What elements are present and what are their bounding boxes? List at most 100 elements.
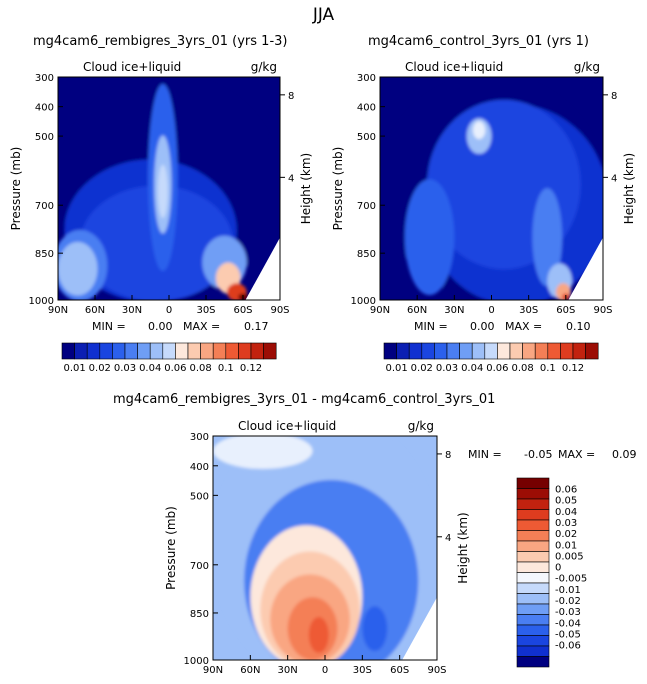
colorbar-swatch: [522, 342, 536, 360]
contour-band: [58, 242, 98, 296]
y-tick-label: 400: [357, 103, 376, 114]
y-tick-label: 1000: [29, 296, 54, 307]
colorbar-label: 0.05: [555, 496, 577, 507]
colorbar-1: 0.01 0.02 0.03 0.04 0.06 0.08 0.1 0.12: [61, 342, 277, 374]
variable-label: Cloud ice+liquid: [405, 60, 503, 74]
y-tick-label: 700: [35, 201, 54, 212]
units-label: g/kg: [408, 419, 434, 433]
colorbar-swatch: [484, 342, 498, 360]
colorbar-label: 0.06: [164, 363, 186, 374]
y-tick-label: 1000: [184, 656, 209, 667]
max-label: MAX =: [558, 448, 595, 461]
colorbar-swatch: [547, 342, 561, 360]
colorbar-swatch: [471, 342, 486, 360]
contour-band: [404, 179, 455, 296]
x-tick-label: 60S: [233, 305, 252, 316]
colorbar-swatch: [383, 342, 397, 360]
colorbar-label: 0.03: [436, 363, 458, 374]
colorbar-swatch: [516, 656, 550, 668]
x-tick-label: 60N: [85, 305, 105, 316]
min-label: MIN =: [92, 320, 126, 333]
colorbar-swatch: [212, 342, 227, 360]
colorbar-label: -0.02: [555, 596, 581, 607]
colorbar-swatch: [162, 342, 176, 360]
colorbar-top: 0.01 0.02 0.03 0.04 0.06 0.08 0.1 0.12 0.01 0.02 0…: [61, 342, 599, 374]
height-tick-label: 4: [288, 173, 294, 184]
topography-mask: [245, 237, 280, 300]
colorbar-label: 0.01: [555, 540, 577, 551]
y-tick-label: 400: [190, 462, 209, 473]
colorbar-swatch: [459, 342, 473, 360]
y-tick-label: 500: [35, 132, 54, 143]
contour-band: [472, 121, 486, 140]
min-value: 0.00: [470, 320, 495, 333]
contour-band: [213, 436, 313, 469]
height-tick-label: 4: [445, 533, 451, 544]
y-axis-title: Pressure (mb): [164, 506, 178, 590]
colorbar-swatch: [516, 477, 550, 489]
colorbar-label: 0.02: [555, 529, 577, 540]
colorbar-label: -0.05: [555, 629, 581, 640]
contour-layers: [213, 436, 437, 660]
x-tick-label: 90S: [593, 305, 612, 316]
colorbar-label: 0.03: [555, 518, 577, 529]
contour-band: [308, 616, 329, 653]
colorbar-swatch: [112, 342, 126, 360]
colorbar-label: 0.12: [562, 363, 584, 374]
colorbar-label: 0.01: [63, 363, 85, 374]
colorbar-swatch: [516, 572, 550, 584]
colorbar-swatch: [434, 342, 448, 360]
panel3-title: mg4cam6_rembigres_3yrs_01 - mg4cam6_cont…: [113, 392, 496, 407]
colorbar-label: 0.1: [540, 363, 556, 374]
y-tick-label: 500: [190, 491, 209, 502]
x-tick-label: 30S: [353, 665, 372, 676]
contour-layers: [380, 77, 603, 300]
colorbar-swatch: [137, 342, 151, 360]
colorbar-label: 0.02: [411, 363, 433, 374]
colorbar-label: 0: [555, 563, 561, 574]
min-label: MIN =: [414, 320, 448, 333]
colorbar-swatch: [74, 342, 88, 360]
colorbar-swatch: [149, 342, 164, 360]
height-axis-title: Height (km): [456, 512, 470, 583]
x-tick-label: 0: [322, 665, 328, 676]
colorbar-diff: 0.060.050.040.030.020.010.0050-0.005-0.0…: [516, 477, 587, 668]
panel1-title: mg4cam6_rembigres_3yrs_01 (yrs 1-3): [33, 34, 288, 49]
colorbar-label: -0.03: [555, 607, 581, 618]
y-tick-label: 300: [35, 73, 54, 84]
y-tick-label: 700: [357, 201, 376, 212]
colorbar-swatch: [516, 519, 550, 531]
x-tick-label: 30S: [519, 305, 538, 316]
colorbar-label: 0.06: [486, 363, 508, 374]
height-axis-title: Height (km): [299, 153, 313, 224]
colorbar-label: 0.005: [555, 551, 584, 562]
colorbar-swatch: [516, 603, 550, 615]
max-label: MAX =: [505, 320, 542, 333]
colorbar-swatch: [516, 540, 550, 552]
x-tick-label: 0: [166, 305, 172, 316]
units-label: g/kg: [251, 60, 277, 74]
colorbar-label: 0.03: [114, 363, 136, 374]
y-tick-label: 300: [357, 73, 376, 84]
colorbar-swatch: [61, 342, 75, 360]
colorbar-swatch: [516, 551, 550, 563]
colorbar-swatch: [86, 342, 101, 360]
colorbar-label: -0.005: [555, 574, 587, 585]
x-tick-label: 60N: [407, 305, 427, 316]
x-tick-label: 60N: [240, 665, 260, 676]
contour-field: [58, 77, 280, 300]
x-tick-label: 90S: [270, 305, 289, 316]
y-axis-title: Pressure (mb): [331, 147, 345, 231]
y-tick-label: 1000: [351, 296, 376, 307]
colorbar-label: 0.02: [89, 363, 111, 374]
colorbar-swatch: [516, 635, 550, 647]
colorbar-swatch: [263, 342, 277, 360]
max-value: 0.09: [612, 448, 637, 461]
colorbar-label: 0.08: [511, 363, 533, 374]
panel-2: 90N 60N 30N 0 30S 60S 90S 300 400 500 700 850 1000 8 4…: [331, 60, 636, 333]
colorbar-swatch: [175, 342, 189, 360]
colorbar-swatch: [225, 342, 239, 360]
colorbar-swatch: [534, 342, 549, 360]
colorbar-label: 0.06: [555, 485, 577, 496]
x-tick-label: 60S: [390, 665, 409, 676]
